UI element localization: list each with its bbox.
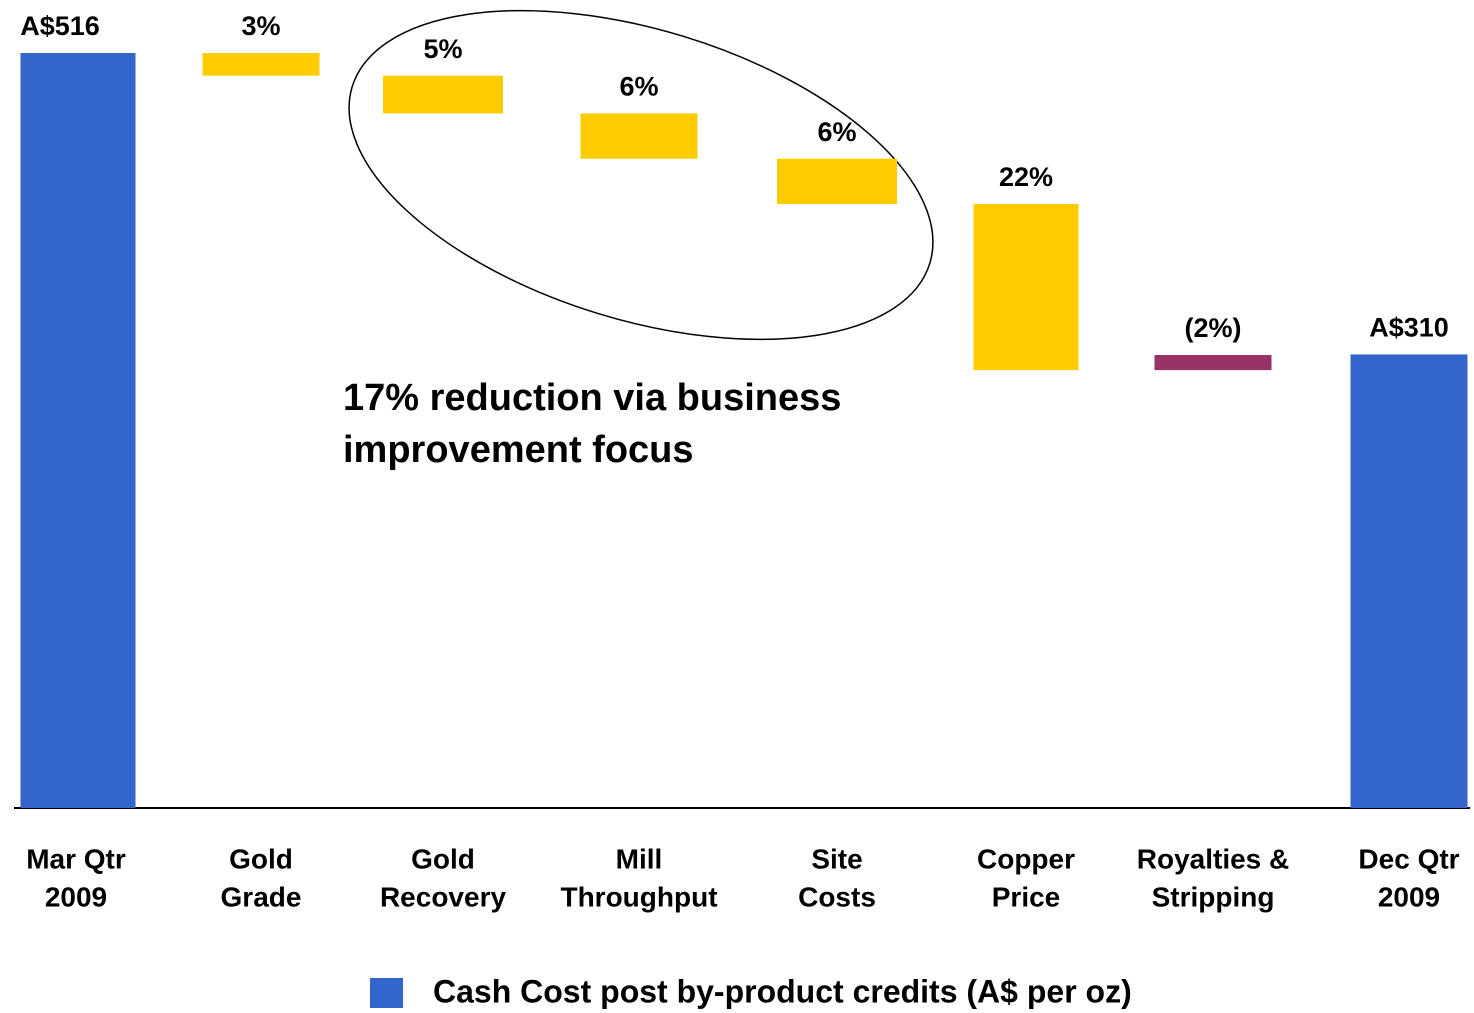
x-tick-label: 2009: [45, 881, 107, 912]
highlight-ellipse: [348, 9, 934, 341]
value-label: (2%): [1184, 313, 1241, 343]
bar: [777, 158, 897, 204]
x-tick-label: Gold: [229, 843, 293, 874]
x-tick-label: Gold: [411, 843, 475, 874]
bar: [1350, 354, 1468, 808]
annotation: 17% reduction via business: [343, 377, 841, 419]
x-tick-label: Site: [811, 843, 862, 874]
bar: [383, 75, 503, 114]
value-label: 6%: [619, 72, 658, 102]
bar: [973, 204, 1079, 371]
x-tick-label: 2009: [1378, 881, 1440, 912]
x-tick-label: Mill: [616, 843, 663, 874]
value-label: 6%: [817, 117, 856, 147]
x-tick-label: Throughput: [560, 881, 717, 912]
bar: [202, 53, 320, 76]
legend-label: Cash Cost post by-product credits (A$ pe…: [433, 973, 1132, 1009]
bar: [20, 53, 136, 808]
x-tick-label: Copper: [977, 843, 1075, 874]
x-tick-label: Royalties &: [1137, 843, 1290, 874]
value-label: A$310: [1369, 313, 1449, 343]
x-tick-label: Dec Qtr: [1358, 843, 1459, 874]
annotation: improvement focus: [343, 429, 694, 471]
x-tick-label: Costs: [798, 881, 876, 912]
x-tick-label: Mar Qtr: [26, 843, 126, 874]
value-label: A$516: [20, 11, 100, 41]
value-label: 3%: [241, 11, 280, 41]
x-tick-label: Price: [992, 881, 1061, 912]
bar: [580, 113, 698, 159]
x-tick-label: Stripping: [1152, 881, 1275, 912]
value-label: 22%: [999, 162, 1053, 192]
x-tick-label: Recovery: [380, 881, 507, 912]
legend-swatch: [370, 978, 403, 1008]
value-label: 5%: [423, 34, 462, 64]
x-tick-label: Grade: [221, 881, 302, 912]
bar: [1154, 355, 1272, 371]
